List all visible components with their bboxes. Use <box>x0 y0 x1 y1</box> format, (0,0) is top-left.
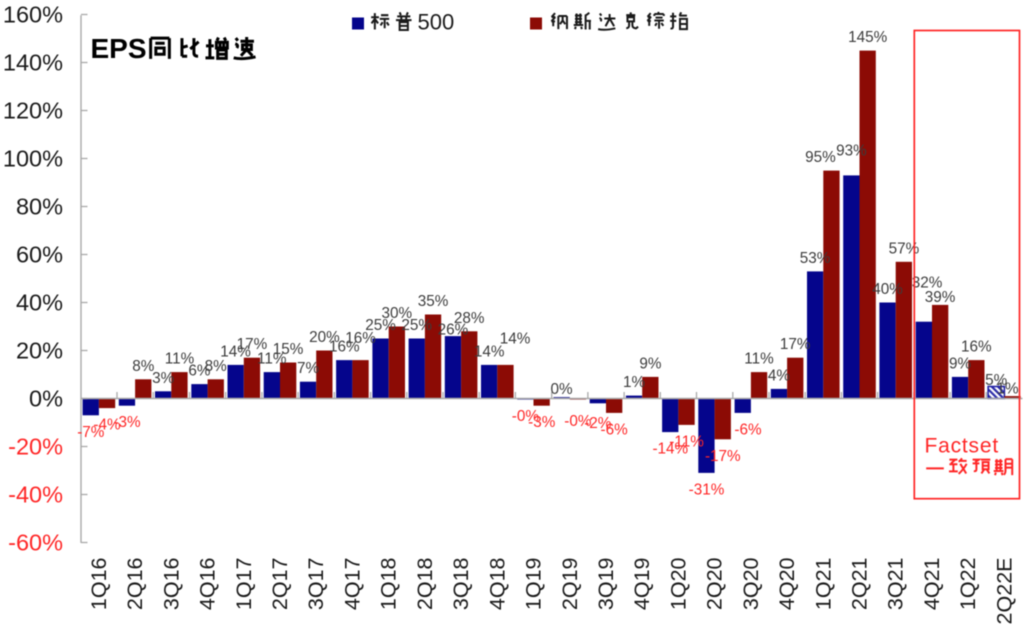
svg-text:-4%: -4% <box>93 417 121 434</box>
svg-text:1Q22: 1Q22 <box>956 558 980 611</box>
svg-text:140%: 140% <box>3 49 63 75</box>
svg-text:5%: 5% <box>985 372 1008 389</box>
svg-text:4Q16: 4Q16 <box>196 557 220 610</box>
svg-text:11%: 11% <box>165 351 195 368</box>
svg-text:-6%: -6% <box>600 421 628 438</box>
svg-text:17%: 17% <box>780 336 811 353</box>
svg-text:80%: 80% <box>16 193 63 219</box>
svg-text:1Q19: 1Q19 <box>522 558 546 611</box>
svg-text:1Q20: 1Q20 <box>666 557 690 610</box>
svg-text:-7%: -7% <box>77 424 105 441</box>
svg-text:2Q19: 2Q19 <box>558 558 582 611</box>
svg-text:1Q17: 1Q17 <box>232 558 256 611</box>
svg-text:160%: 160% <box>3 1 63 27</box>
svg-text:3Q16: 3Q16 <box>159 557 183 610</box>
svg-text:32%: 32% <box>912 274 943 291</box>
svg-text:8%: 8% <box>132 358 155 375</box>
svg-text:3Q17: 3Q17 <box>304 558 328 611</box>
svg-text:-6%: -6% <box>734 421 762 438</box>
svg-text:-0%: -0% <box>512 408 540 425</box>
svg-text:-0%: -0% <box>564 413 592 430</box>
svg-text:1%: 1% <box>623 374 646 391</box>
svg-text:17%: 17% <box>237 336 268 353</box>
svg-text:11%: 11% <box>257 351 287 368</box>
svg-text:0%: 0% <box>551 381 574 398</box>
svg-text:25%: 25% <box>365 317 396 334</box>
svg-text:6%: 6% <box>188 363 211 380</box>
svg-text:40%: 40% <box>872 281 903 298</box>
svg-text:20%: 20% <box>16 337 63 363</box>
svg-text:-17%: -17% <box>705 448 741 465</box>
svg-text:1Q16: 1Q16 <box>87 557 111 610</box>
svg-text:26%: 26% <box>438 322 469 339</box>
svg-text:120%: 120% <box>3 97 63 123</box>
svg-text:93%: 93% <box>836 143 867 160</box>
svg-text:8%: 8% <box>205 358 228 375</box>
svg-text:30%: 30% <box>381 305 412 322</box>
svg-text:1Q21: 1Q21 <box>811 558 835 611</box>
svg-text:-60%: -60% <box>8 529 63 555</box>
svg-text:0%: 0% <box>29 385 63 411</box>
svg-text:4Q20: 4Q20 <box>775 557 799 610</box>
svg-text:39%: 39% <box>925 289 956 306</box>
svg-text:4Q17: 4Q17 <box>340 558 364 611</box>
svg-text:2Q20: 2Q20 <box>703 557 727 610</box>
svg-text:57%: 57% <box>889 240 920 257</box>
svg-text:20%: 20% <box>309 329 340 346</box>
svg-text:3Q19: 3Q19 <box>594 558 618 611</box>
svg-text:35%: 35% <box>418 293 449 310</box>
svg-text:2Q18: 2Q18 <box>413 557 437 610</box>
svg-text:2Q21: 2Q21 <box>848 558 872 611</box>
svg-text:3Q18: 3Q18 <box>449 557 473 610</box>
svg-text:-3%: -3% <box>113 414 141 431</box>
svg-text:1Q18: 1Q18 <box>377 557 401 610</box>
svg-text:16%: 16% <box>961 339 992 356</box>
svg-text:53%: 53% <box>800 250 831 267</box>
svg-text:9%: 9% <box>949 355 972 372</box>
svg-text:4%: 4% <box>768 367 791 384</box>
svg-text:16%: 16% <box>329 339 360 356</box>
svg-text:4Q19: 4Q19 <box>630 558 654 611</box>
svg-text:145%: 145% <box>848 29 888 46</box>
svg-text:-11%: -11% <box>669 433 704 450</box>
svg-text:95%: 95% <box>805 149 836 166</box>
svg-text:3Q20: 3Q20 <box>739 557 763 610</box>
svg-text:28%: 28% <box>454 310 485 327</box>
svg-text:-2%: -2% <box>584 415 612 432</box>
svg-text:60%: 60% <box>16 241 63 267</box>
svg-text:500: 500 <box>418 10 455 35</box>
svg-text:4Q21: 4Q21 <box>920 558 944 611</box>
svg-text:-20%: -20% <box>8 433 63 459</box>
svg-text:25%: 25% <box>401 317 432 334</box>
svg-text:14%: 14% <box>500 331 531 348</box>
svg-text:4Q18: 4Q18 <box>485 557 509 610</box>
svg-text:2Q17: 2Q17 <box>268 558 292 611</box>
svg-text:1%: 1% <box>996 380 1019 397</box>
svg-text:3Q21: 3Q21 <box>884 558 908 611</box>
svg-text:2Q16: 2Q16 <box>123 557 147 610</box>
svg-text:16%: 16% <box>345 330 376 347</box>
svg-text:-14%: -14% <box>652 441 688 458</box>
svg-text:100%: 100% <box>3 145 63 171</box>
svg-text:3%: 3% <box>152 370 175 387</box>
svg-text:11%: 11% <box>744 351 774 368</box>
svg-text:2Q22E: 2Q22E <box>992 558 1016 625</box>
svg-text:9%: 9% <box>639 355 662 372</box>
svg-text:Factset: Factset <box>925 435 999 458</box>
svg-text:-3%: -3% <box>528 414 556 431</box>
svg-text:14%: 14% <box>474 343 505 360</box>
svg-text:7%: 7% <box>297 360 320 377</box>
svg-text:15%: 15% <box>273 341 304 358</box>
svg-text:14%: 14% <box>220 343 251 360</box>
svg-text:EPS: EPS <box>91 33 147 64</box>
svg-text:40%: 40% <box>16 289 63 315</box>
svg-text:-40%: -40% <box>8 481 63 507</box>
svg-text:-31%: -31% <box>689 481 725 498</box>
